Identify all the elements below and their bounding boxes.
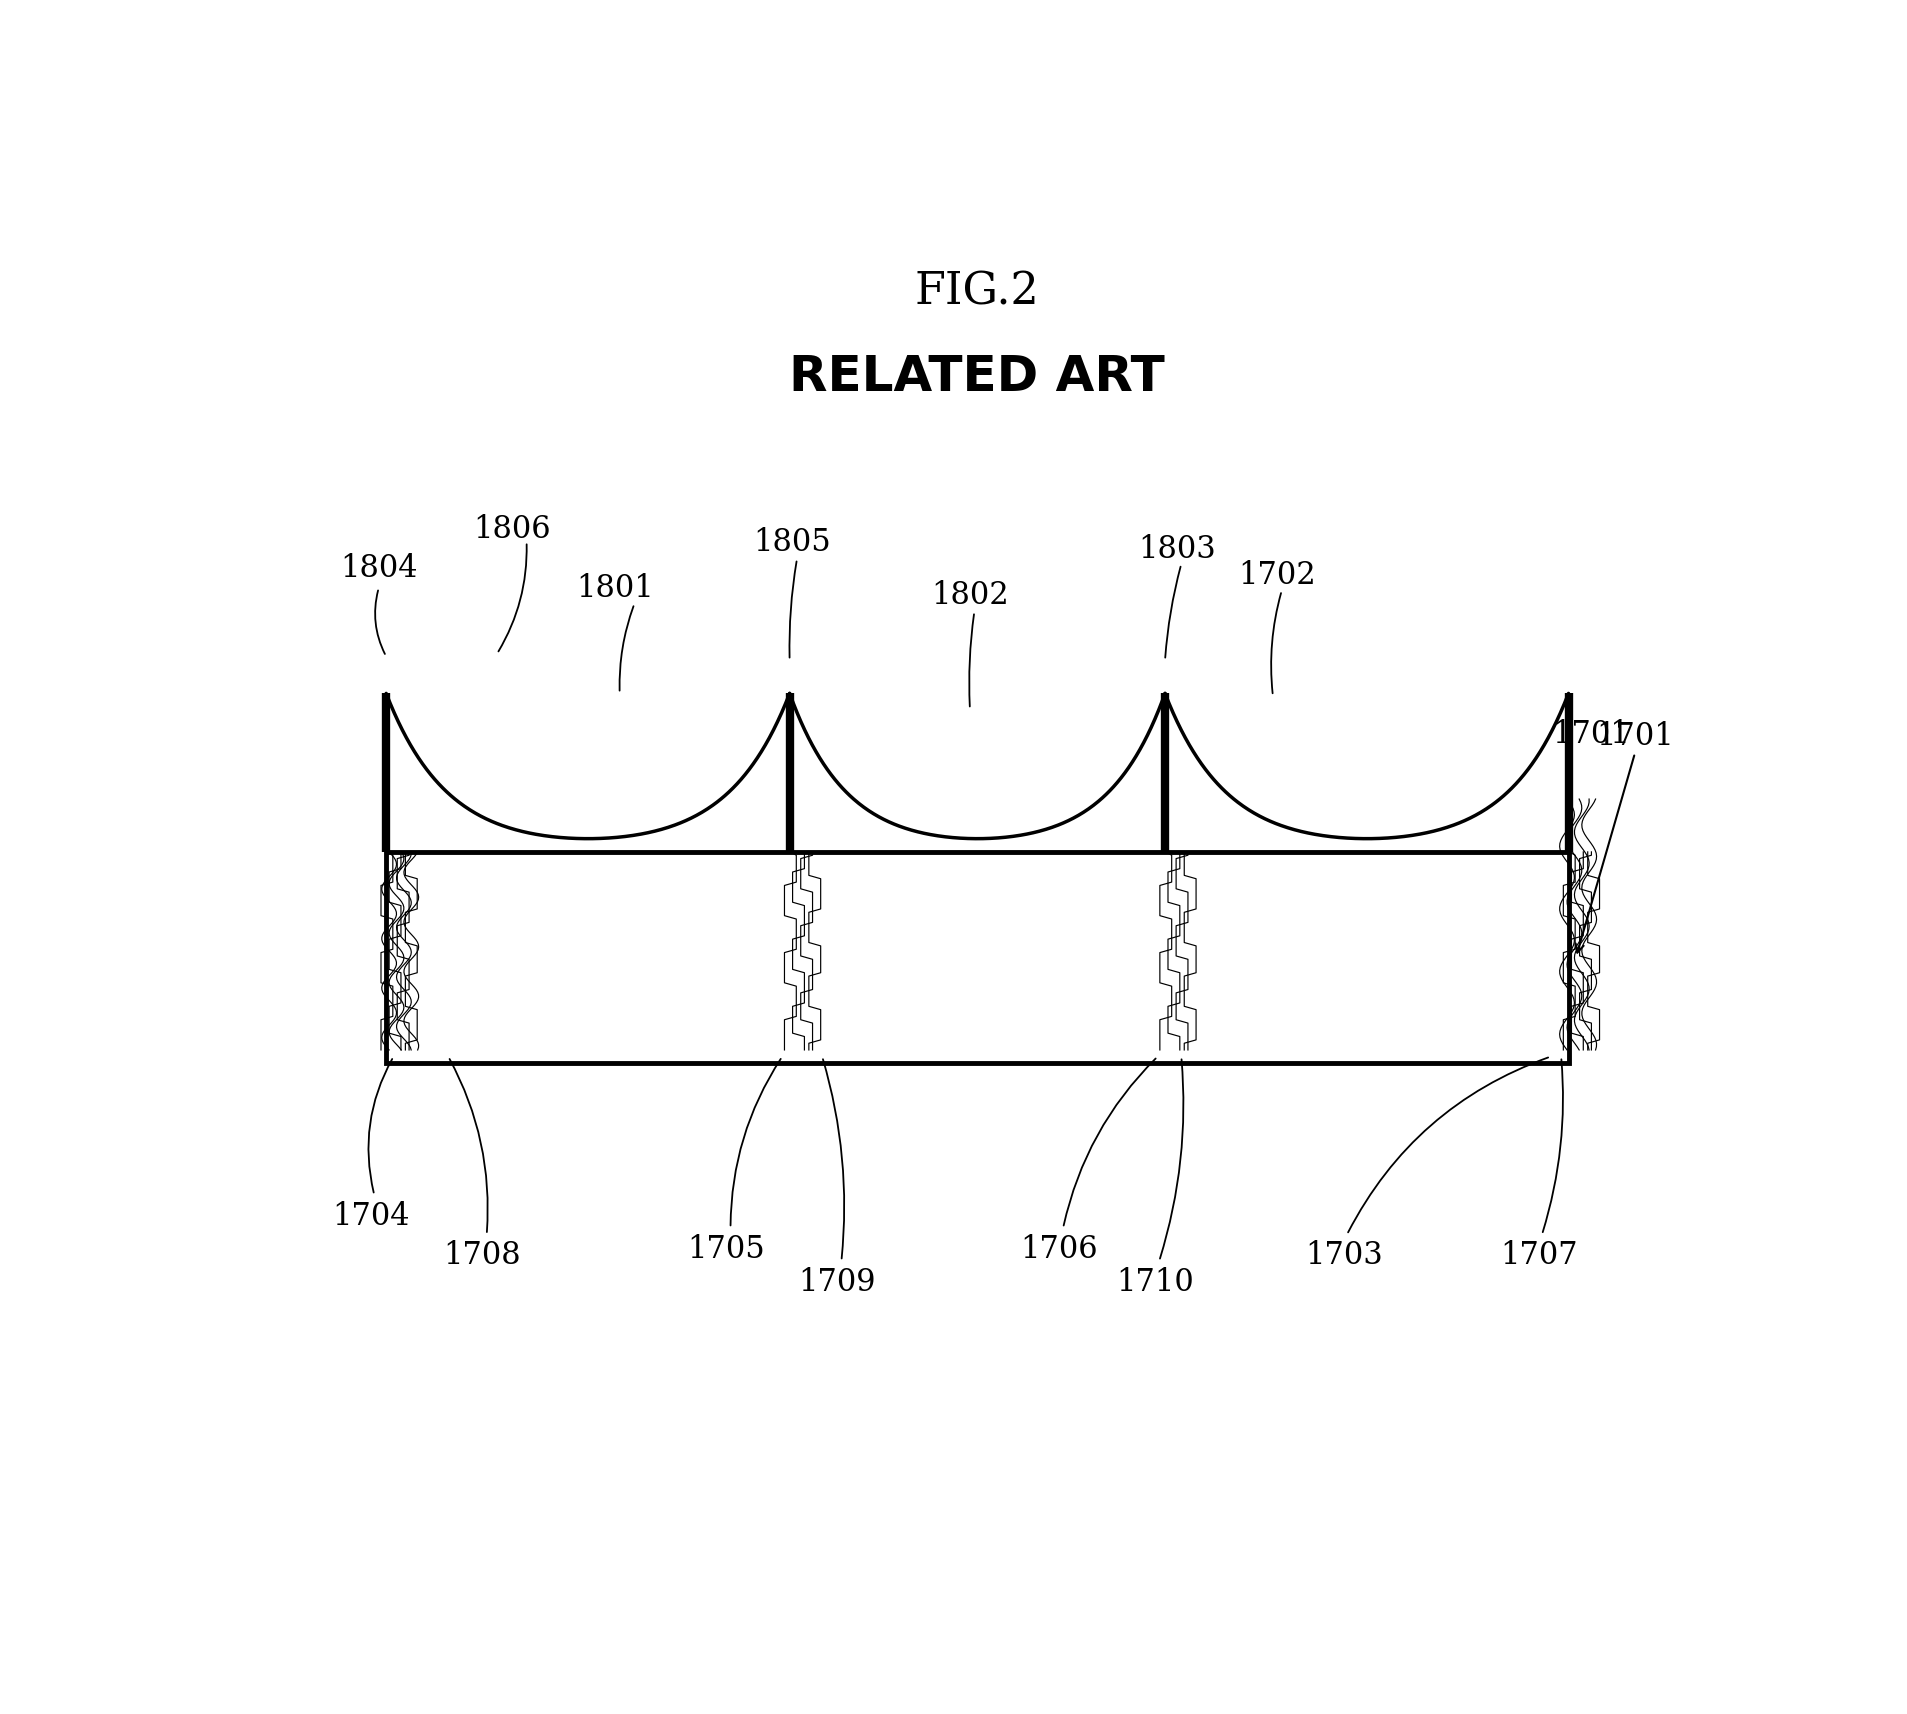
Text: 1703: 1703 (1304, 1239, 1383, 1270)
Text: 1806: 1806 (473, 514, 551, 545)
Text: 1802: 1802 (931, 579, 1009, 610)
Bar (385, 852, 1568, 1063)
Text: 1803: 1803 (1138, 533, 1217, 564)
Text: 1702: 1702 (1238, 560, 1316, 591)
Text: 1805: 1805 (753, 526, 831, 557)
Text: RELATED ART: RELATED ART (789, 353, 1165, 401)
Text: 1707: 1707 (1501, 1239, 1577, 1270)
Text: FIG.2: FIG.2 (915, 269, 1039, 314)
Text: 1710: 1710 (1116, 1267, 1194, 1297)
Text: 1705: 1705 (687, 1232, 765, 1263)
Text: 1709: 1709 (799, 1267, 875, 1297)
Text: 1701: 1701 (1596, 722, 1674, 752)
Text: 1701: 1701 (1552, 718, 1630, 749)
Text: 1804: 1804 (339, 554, 418, 584)
Text: 1704: 1704 (332, 1200, 410, 1231)
Text: 1706: 1706 (1020, 1232, 1097, 1263)
Text: 1708: 1708 (444, 1239, 521, 1270)
Text: 1801: 1801 (576, 572, 654, 603)
